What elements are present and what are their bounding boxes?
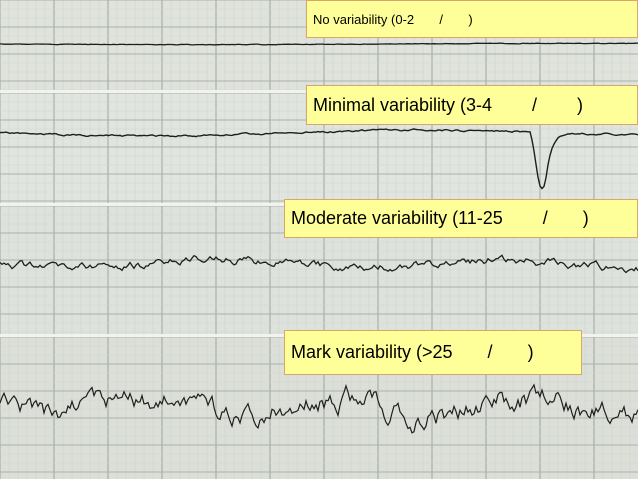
no-variability-label: No variability (0-2 / ) — [306, 0, 638, 38]
fhr-trace — [0, 383, 638, 434]
moderate-variability-label: Moderate variability (11-25 / ) — [284, 199, 638, 238]
strip-grid — [0, 337, 638, 479]
fhr-trace — [0, 254, 638, 274]
fhr-trace — [0, 42, 638, 46]
mark-variability-label: Mark variability (>25 / ) — [284, 330, 582, 375]
fhr-trace — [0, 128, 638, 190]
minimal-variability-label: Minimal variability (3-4 / ) — [306, 85, 638, 125]
strip-grid — [0, 206, 638, 334]
